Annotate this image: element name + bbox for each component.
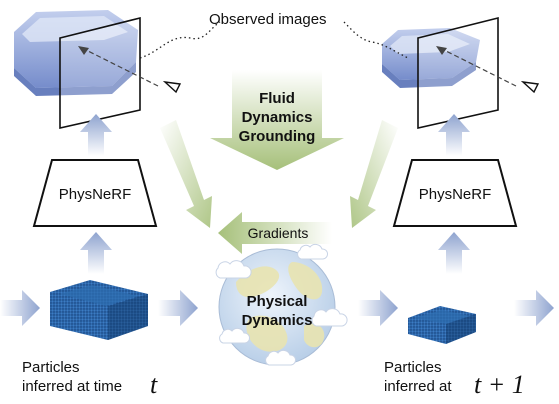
gradient-arrow-diag-right (350, 120, 398, 228)
particles-right-time-var: t + 1 (474, 370, 525, 399)
observed-image-left (14, 10, 221, 129)
physnerf-box-left (32, 159, 158, 227)
particles-left (50, 280, 148, 340)
physnerf-box-right (392, 159, 518, 227)
up-arrow-particles-to-physnerf-left (80, 232, 112, 274)
ray-arrowhead-right (436, 46, 447, 55)
cloud-icons (215, 243, 348, 366)
physnerf-label-left: PhysNeRF (59, 186, 132, 203)
right-arrow-particles-to-dynamics (158, 290, 198, 326)
particles-left-time-var: t (150, 370, 158, 399)
fluid-dynamics-grounding-arrow (210, 70, 344, 170)
particles-right-caption-line1: Particles (384, 359, 442, 376)
particles-left-caption-line1: Particles (22, 359, 80, 376)
right-arrow-dynamics-to-particles (358, 290, 398, 326)
right-arrow-output (514, 290, 554, 326)
gradients-label: Gradients (248, 225, 309, 241)
gradients-arrow (218, 212, 332, 254)
camera-eye-icon (162, 81, 182, 94)
grounding-label-line3: Grounding (239, 128, 316, 145)
grounding-label-line2: Dynamics (242, 109, 313, 126)
particles-left-caption-line2: inferred at time (22, 378, 122, 395)
gradient-arrow-diag-left (160, 120, 212, 228)
ray-arrowhead-left (78, 46, 89, 55)
particles-right-caption-line2: inferred at (384, 378, 452, 395)
right-arrow-input (0, 290, 40, 326)
physnerf-label-right: PhysNeRF (419, 186, 492, 203)
particles-right (408, 306, 476, 344)
up-arrow-particles-to-physnerf-right (438, 232, 470, 274)
camera-eye-icon (520, 81, 540, 94)
observed-image-right (343, 16, 540, 129)
up-arrow-physnerf-to-image-right (438, 114, 470, 156)
physical-dynamics-line2: Dynamics (242, 312, 313, 329)
physical-dynamics-line1: Physical (247, 293, 308, 310)
grounding-label-line1: Fluid (259, 90, 295, 107)
up-arrow-physnerf-to-image-left (80, 114, 112, 156)
image-plane-right (417, 16, 499, 129)
observed-images-label: Observed images (209, 11, 327, 28)
image-plane-left (59, 16, 141, 129)
